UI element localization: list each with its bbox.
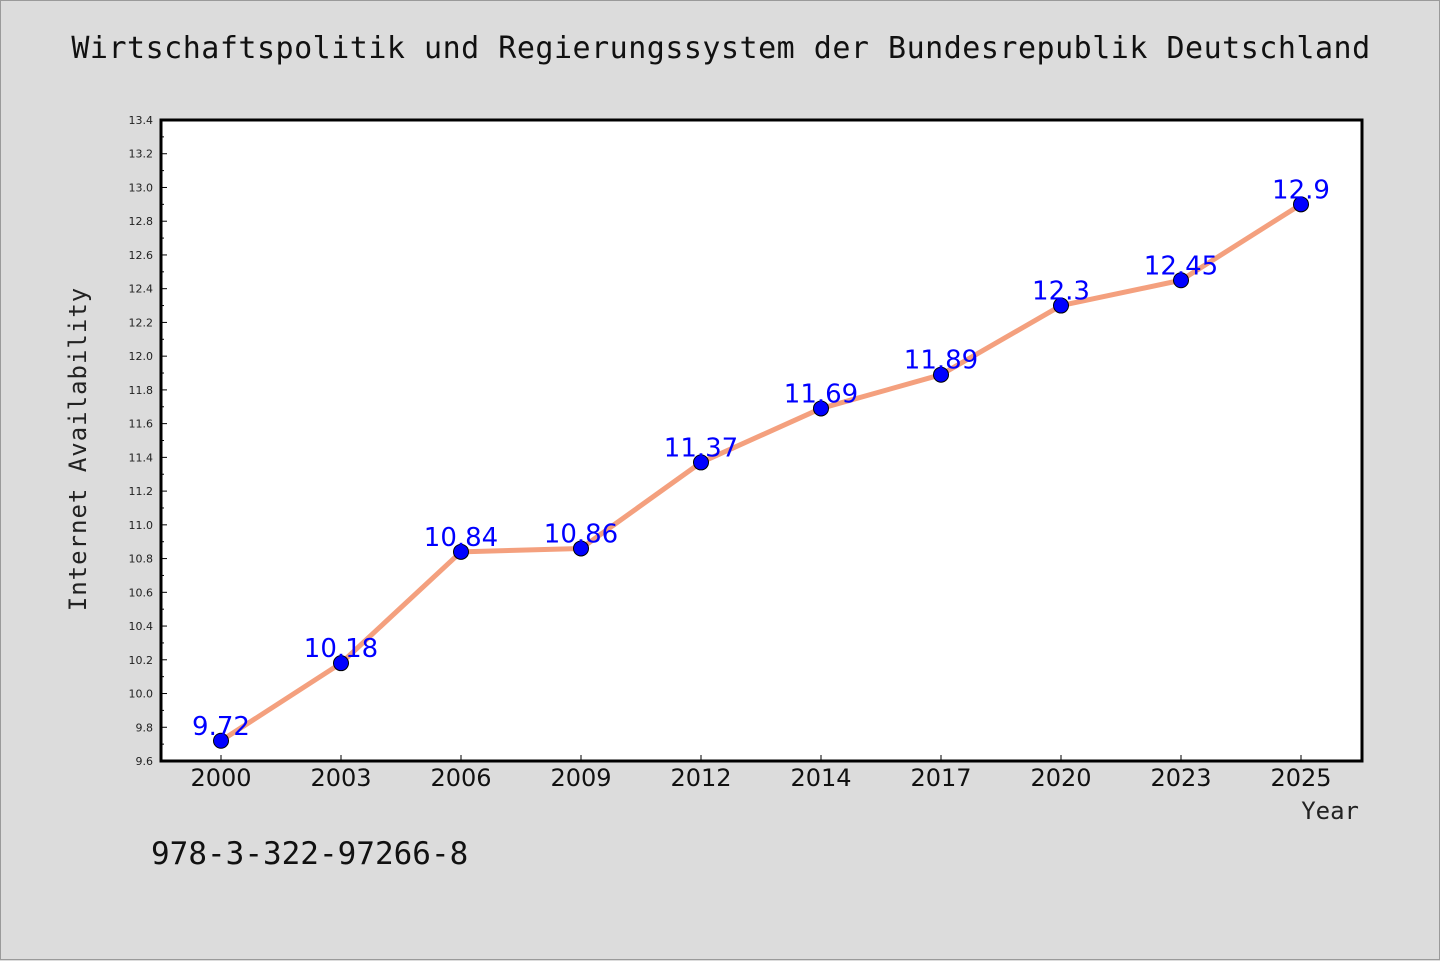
isbn-text: 978-3-322-97266-8 — [151, 836, 469, 872]
data-label: 12.9 — [1272, 175, 1330, 205]
data-label: 12.45 — [1144, 251, 1218, 281]
data-label: 10.84 — [424, 523, 498, 553]
data-point — [933, 366, 949, 383]
x-tick-label: 2012 — [670, 764, 731, 792]
x-tick-label: 2000 — [190, 764, 251, 792]
y-tick-label: 9.8 — [136, 721, 154, 734]
y-tick-label: 12.0 — [129, 350, 154, 363]
data-point — [333, 655, 349, 672]
y-tick-label: 13.0 — [129, 181, 154, 194]
data-label: 12.3 — [1032, 277, 1090, 307]
data-point — [213, 732, 229, 749]
chart-title: Wirtschaftspolitik und Regierungssystem … — [71, 31, 1371, 66]
y-tick-label: 13.4 — [129, 114, 154, 127]
y-tick-label: 11.8 — [129, 384, 154, 397]
y-tick-label: 13.2 — [129, 148, 154, 161]
x-axis-label: Year — [1301, 797, 1359, 825]
x-tick-label: 2023 — [1150, 764, 1211, 792]
data-point — [1293, 196, 1309, 213]
x-tick-label: 2017 — [910, 764, 971, 792]
y-tick-label: 11.0 — [129, 519, 154, 532]
plot-frame — [159, 118, 1364, 763]
y-tick-label: 11.6 — [129, 418, 154, 431]
x-tick-label: 2014 — [790, 764, 851, 792]
y-tick-label: 12.4 — [129, 283, 154, 296]
data-point — [1053, 297, 1069, 314]
data-point — [1173, 272, 1189, 289]
data-point — [813, 400, 829, 417]
plot-area — [161, 120, 1362, 761]
x-tick-label: 2003 — [310, 764, 371, 792]
data-label: 10.86 — [544, 519, 618, 549]
y-tick-label: 12.6 — [129, 249, 154, 262]
data-label: 9.72 — [192, 712, 250, 742]
y-tick-label: 10.0 — [129, 688, 154, 701]
data-label: 10.18 — [304, 634, 378, 664]
y-tick-label: 10.6 — [129, 586, 154, 599]
series-line — [218, 201, 1304, 744]
y-tick-label: 10.8 — [129, 553, 154, 566]
y-tick-label: 10.4 — [129, 620, 154, 633]
x-tick-label: 2020 — [1030, 764, 1091, 792]
data-label: 11.89 — [904, 346, 978, 376]
y-tick-label: 12.8 — [129, 215, 154, 228]
data-point — [453, 543, 469, 560]
y-tick-label: 12.2 — [129, 316, 154, 329]
y-tick-label: 9.6 — [136, 755, 154, 768]
y-tick-label: 11.4 — [129, 451, 154, 464]
x-tick-label: 2025 — [1270, 764, 1331, 792]
data-point — [693, 454, 709, 471]
x-tick-label: 2006 — [430, 764, 491, 792]
data-point — [573, 540, 589, 557]
y-tick-label: 10.2 — [129, 654, 154, 667]
x-tick-label: 2009 — [550, 764, 611, 792]
data-label: 11.69 — [784, 379, 858, 409]
data-label: 11.37 — [664, 433, 738, 463]
y-tick-label: 11.2 — [129, 485, 154, 498]
